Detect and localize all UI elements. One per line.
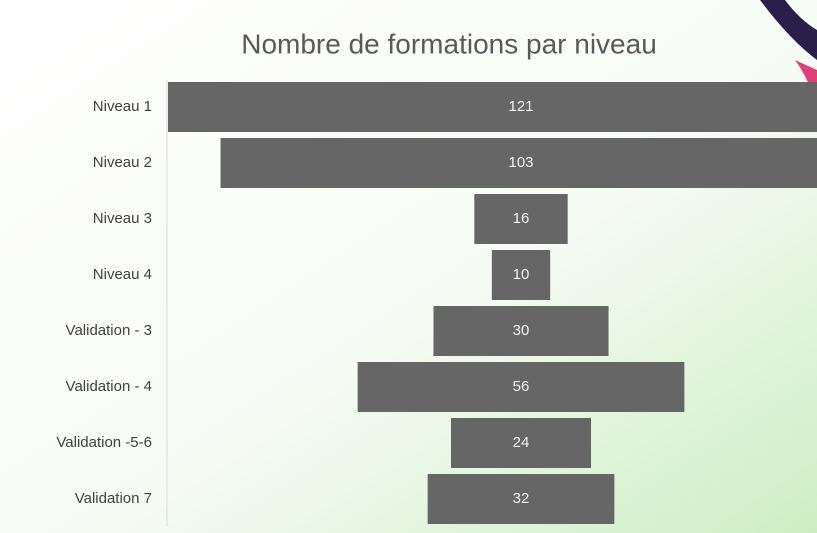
value-label: 103 <box>508 154 533 171</box>
category-label: Niveau 1 <box>93 98 152 115</box>
chart-title: Nombre de formations par niveau <box>241 28 657 59</box>
bar <box>433 306 609 356</box>
decoration <box>760 0 817 60</box>
bar <box>168 82 817 132</box>
value-label: 56 <box>513 378 530 395</box>
bar <box>491 250 551 300</box>
category-label: Validation -5-6 <box>56 434 152 451</box>
category-label: Niveau 3 <box>93 210 152 227</box>
value-label: 24 <box>513 434 530 451</box>
category-label: Niveau 2 <box>93 154 152 171</box>
bar <box>474 194 568 244</box>
value-label: 121 <box>508 98 533 115</box>
decoration <box>795 60 817 110</box>
category-label: Validation 7 <box>75 490 152 507</box>
value-label: 10 <box>513 266 530 283</box>
bar <box>220 138 817 188</box>
bar <box>357 362 685 412</box>
category-label: Niveau 4 <box>93 266 152 283</box>
category-label: Validation - 3 <box>66 322 152 339</box>
value-label: 32 <box>513 490 530 507</box>
category-label: Validation - 4 <box>66 378 152 395</box>
value-label: 16 <box>513 210 530 227</box>
bar <box>427 474 615 524</box>
bar <box>450 418 592 468</box>
value-label: 30 <box>513 322 530 339</box>
